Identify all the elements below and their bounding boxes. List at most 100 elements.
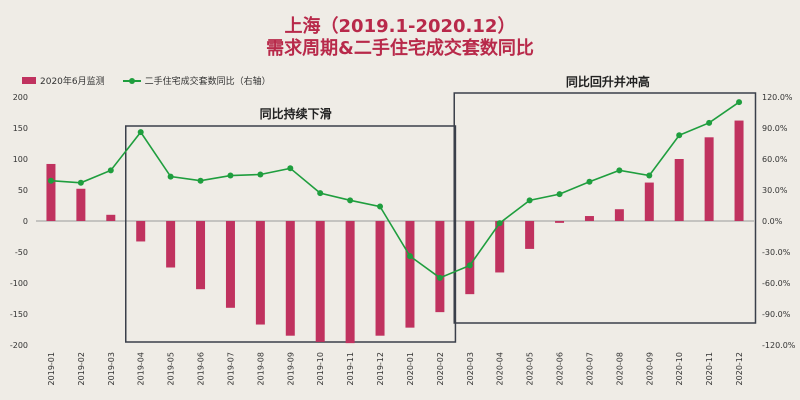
line-point-2020-01	[406, 253, 413, 260]
x-tick-label: 2020-08	[615, 352, 624, 385]
left-tick-label: 0	[23, 217, 28, 226]
left-tick-label: -50	[15, 248, 28, 257]
box-rising-period	[453, 92, 757, 324]
line-point-2019-07	[227, 172, 234, 179]
chart-title-line1: 上海（2019.1-2020.12）	[284, 16, 516, 37]
line-point-2019-10	[317, 190, 324, 197]
right-tick-label: -60.0%	[762, 279, 791, 288]
line-point-2020-12	[736, 99, 743, 106]
line-point-2020-05	[526, 197, 533, 204]
line-point-2019-03	[107, 167, 114, 174]
chart-legend: 2020年6月监测 二手住宅成交套数同比（右轴）	[22, 74, 271, 87]
bar-2020-12	[734, 120, 744, 221]
line-point-2019-05	[167, 173, 174, 180]
line-point-2019-02	[77, 179, 84, 186]
line-point-2020-06	[556, 191, 563, 198]
left-tick-label: -200	[10, 341, 28, 350]
left-tick-label: 100	[13, 155, 28, 164]
line-point-2020-11	[706, 119, 713, 126]
line-point-2020-08	[616, 167, 623, 174]
legend-line-label: 二手住宅成交套数同比（右轴）	[144, 77, 271, 87]
line-point-2019-06	[197, 177, 204, 184]
legend-item-bar: 2020年6月监测	[22, 74, 105, 87]
right-tick-label: 30.0%	[762, 186, 788, 195]
bar-2019-08	[255, 221, 265, 325]
x-tick-label: 2019-12	[376, 352, 385, 385]
x-tick-label: 2019-01	[47, 352, 56, 385]
bar-2019-07	[225, 221, 235, 308]
bar-2019-01	[46, 163, 56, 221]
line-point-2019-04	[137, 129, 144, 136]
right-tick-label: -120.0%	[762, 341, 796, 350]
bar-2020-06	[555, 221, 565, 223]
left-tick-label: 200	[13, 93, 28, 102]
line-point-2019-08	[257, 171, 264, 178]
bar-2019-02	[76, 188, 86, 221]
box-rising-label: 同比回升并冲高	[566, 74, 650, 89]
right-tick-label: 0.0%	[762, 217, 783, 226]
legend-item-line: 二手住宅成交套数同比（右轴）	[122, 74, 271, 87]
line-point-2019-01	[47, 177, 54, 184]
bar-2020-02	[435, 221, 445, 313]
bar-2019-12	[375, 221, 385, 336]
bar-2020-09	[644, 182, 654, 221]
bar-2019-03	[106, 214, 116, 221]
bar-2019-10	[315, 221, 325, 342]
legend-bar-swatch	[22, 77, 36, 84]
x-tick-label: 2020-12	[735, 352, 744, 385]
x-tick-label: 2019-05	[167, 352, 176, 385]
left-tick-label: 50	[18, 186, 28, 195]
legend-line-swatch	[122, 77, 141, 85]
bar-2020-10	[674, 159, 684, 221]
bar-2020-11	[704, 137, 714, 221]
left-tick-label: -150	[10, 310, 28, 319]
box-declining-period	[125, 125, 457, 343]
bar-2019-04	[136, 221, 146, 242]
x-tick-label: 2019-06	[197, 352, 206, 385]
x-tick-label: 2020-06	[556, 352, 565, 385]
line-point-2020-03	[466, 262, 473, 269]
box-declining-label: 同比持续下滑	[260, 106, 332, 121]
line-point-2019-12	[377, 203, 384, 210]
x-tick-label: 2019-07	[226, 352, 235, 385]
x-tick-label: 2019-09	[286, 352, 295, 385]
line-point-2020-09	[646, 172, 653, 179]
x-tick-label: 2019-02	[77, 352, 86, 385]
bar-2019-09	[285, 221, 295, 336]
x-tick-label: 2020-04	[496, 352, 505, 385]
bar-2020-08	[614, 209, 624, 221]
right-tick-label: -30.0%	[762, 248, 791, 257]
line-point-2020-04	[496, 220, 503, 227]
x-tick-label: 2020-10	[675, 352, 684, 385]
line-point-2020-07	[586, 178, 593, 185]
x-tick-label: 2020-05	[526, 352, 535, 385]
bar-2020-01	[405, 221, 415, 328]
x-tick-label: 2020-01	[406, 352, 415, 385]
x-tick-label: 2019-03	[107, 352, 116, 385]
bar-2020-04	[495, 221, 505, 273]
x-tick-label: 2019-11	[346, 352, 355, 385]
x-tick-label: 2020-03	[466, 352, 475, 385]
right-tick-label: 60.0%	[762, 155, 788, 164]
x-tick-label: 2019-08	[256, 352, 265, 385]
x-tick-label: 2020-02	[436, 352, 445, 385]
bar-2020-05	[525, 221, 535, 249]
right-tick-label: 120.0%	[762, 93, 793, 102]
line-point-2019-11	[347, 197, 354, 204]
yoy-line	[50, 101, 740, 279]
line-point-2019-09	[287, 165, 294, 172]
left-tick-label: 150	[13, 124, 28, 133]
line-point-2020-02	[436, 274, 443, 281]
x-tick-label: 2019-04	[137, 352, 146, 385]
x-tick-label: 2020-11	[705, 352, 714, 385]
x-tick-label: 2020-09	[645, 352, 654, 385]
left-tick-label: -100	[10, 279, 28, 288]
chart-title-line2: 需求周期&二手住宅成交套数同比	[266, 38, 534, 59]
x-tick-label: 2020-07	[585, 352, 594, 385]
x-tick-label: 2019-10	[316, 352, 325, 385]
bar-2020-03	[465, 221, 475, 295]
line-point-2020-10	[676, 132, 683, 139]
bar-2019-06	[196, 221, 206, 290]
right-tick-label: 90.0%	[762, 124, 788, 133]
